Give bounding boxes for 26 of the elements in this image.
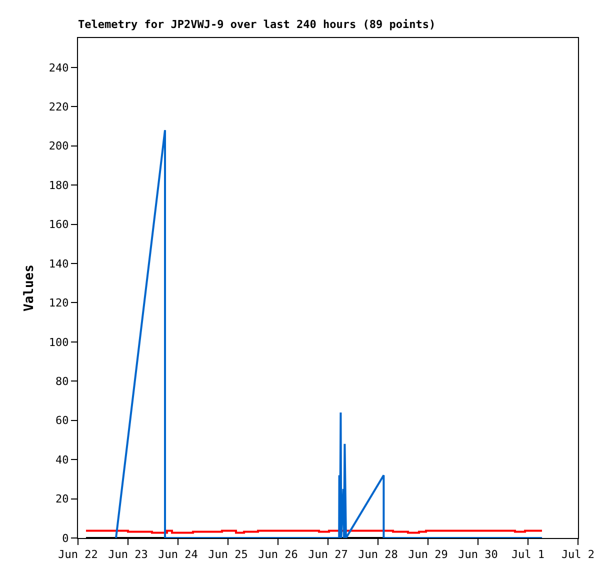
y-tick-label: 80 (56, 374, 69, 388)
y-tick-label: 200 (48, 140, 69, 153)
x-tick-label: Jun 30 (458, 548, 498, 562)
x-tick-label: Jul 2 (561, 548, 595, 562)
chart-title: Telemetry for JP2VWJ-9 over last 240 hours (89 points) (78, 18, 436, 31)
x-tick-label: Jun 22 (58, 548, 98, 562)
y-tick-label: 140 (48, 257, 69, 270)
x-tick-label: Jul 1 (511, 548, 545, 562)
x-tick-label: Jun 24 (158, 548, 198, 562)
y-tick-label: 0 (62, 532, 69, 545)
x-tick-label: Jun 25 (208, 548, 248, 562)
y-tick-label: 100 (48, 336, 69, 349)
y-tick-label: 160 (48, 218, 69, 232)
y-tick-label: 60 (56, 414, 69, 428)
y-tick-label: 120 (48, 296, 69, 310)
x-tick-label: Jun 28 (358, 548, 398, 562)
y-tick-label: 40 (56, 453, 69, 466)
x-tick-label: Jun 27 (308, 548, 348, 562)
y-tick-label: 20 (56, 492, 69, 506)
x-tick-label: Jun 29 (408, 548, 448, 562)
y-tick-label: 180 (48, 178, 69, 192)
y-axis-title: Values (22, 264, 37, 312)
x-tick-label: Jun 26 (258, 548, 298, 562)
y-tick-label: 220 (48, 100, 69, 114)
x-tick-label: Jun 23 (108, 548, 148, 562)
y-tick-label: 240 (48, 61, 69, 74)
